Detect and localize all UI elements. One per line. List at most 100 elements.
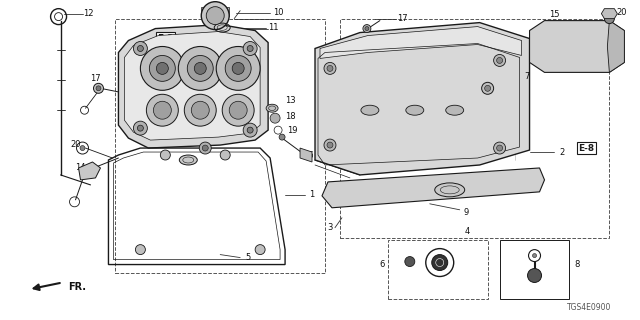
Text: 2: 2 xyxy=(560,148,565,156)
Circle shape xyxy=(202,145,208,151)
Text: 17: 17 xyxy=(397,14,408,23)
Circle shape xyxy=(527,268,541,283)
Text: 9: 9 xyxy=(463,208,468,217)
Polygon shape xyxy=(300,148,312,162)
Circle shape xyxy=(195,62,206,74)
Polygon shape xyxy=(322,168,545,208)
Ellipse shape xyxy=(406,105,424,115)
Circle shape xyxy=(405,257,415,267)
Polygon shape xyxy=(315,23,529,175)
Text: 12: 12 xyxy=(83,9,93,18)
Text: 19: 19 xyxy=(287,126,298,135)
Circle shape xyxy=(199,142,211,154)
Polygon shape xyxy=(118,25,268,148)
Text: 20: 20 xyxy=(70,140,81,148)
Circle shape xyxy=(484,85,491,91)
Circle shape xyxy=(133,42,147,55)
Text: 7: 7 xyxy=(250,129,255,138)
Circle shape xyxy=(201,2,229,29)
Circle shape xyxy=(229,101,247,119)
Circle shape xyxy=(147,94,179,126)
Ellipse shape xyxy=(361,105,379,115)
Text: 17: 17 xyxy=(90,74,101,83)
Text: E-8: E-8 xyxy=(579,144,595,153)
Ellipse shape xyxy=(445,105,464,115)
Bar xyxy=(115,19,325,273)
Circle shape xyxy=(220,150,230,160)
Circle shape xyxy=(138,125,143,131)
Circle shape xyxy=(365,27,369,31)
Polygon shape xyxy=(79,162,100,180)
Polygon shape xyxy=(320,27,522,59)
Circle shape xyxy=(482,82,493,94)
Circle shape xyxy=(497,145,502,151)
Polygon shape xyxy=(201,7,229,16)
Polygon shape xyxy=(602,9,618,19)
Text: 15: 15 xyxy=(549,10,560,19)
Text: 14: 14 xyxy=(76,164,86,172)
Circle shape xyxy=(243,123,257,137)
Ellipse shape xyxy=(435,183,465,197)
Text: 10: 10 xyxy=(273,8,284,17)
Circle shape xyxy=(493,142,506,154)
Circle shape xyxy=(270,113,280,123)
Circle shape xyxy=(324,62,336,74)
Circle shape xyxy=(133,121,147,135)
Bar xyxy=(340,19,609,238)
Circle shape xyxy=(493,54,506,67)
Text: 11: 11 xyxy=(268,23,278,32)
Circle shape xyxy=(188,55,213,81)
Circle shape xyxy=(184,94,216,126)
Text: 18: 18 xyxy=(285,112,296,121)
Text: 20: 20 xyxy=(616,8,627,17)
Ellipse shape xyxy=(179,155,197,165)
Circle shape xyxy=(149,55,175,81)
Ellipse shape xyxy=(266,104,278,112)
Circle shape xyxy=(93,83,104,93)
Text: FR.: FR. xyxy=(68,283,86,292)
Circle shape xyxy=(136,244,145,255)
Circle shape xyxy=(255,244,265,255)
Text: 5: 5 xyxy=(246,253,251,262)
Text: E-8: E-8 xyxy=(157,34,173,43)
Text: 3: 3 xyxy=(327,223,333,232)
Polygon shape xyxy=(607,20,625,72)
Circle shape xyxy=(191,101,209,119)
Circle shape xyxy=(140,46,184,90)
Circle shape xyxy=(156,62,168,74)
Text: 6: 6 xyxy=(379,260,385,269)
Text: 7: 7 xyxy=(524,72,529,81)
Circle shape xyxy=(432,255,448,270)
Circle shape xyxy=(497,58,502,63)
Circle shape xyxy=(96,86,101,91)
Circle shape xyxy=(154,101,172,119)
Circle shape xyxy=(222,94,254,126)
Circle shape xyxy=(247,127,253,133)
Text: 4: 4 xyxy=(465,227,470,236)
Text: TGS4E0900: TGS4E0900 xyxy=(567,303,611,312)
Text: 13: 13 xyxy=(285,96,296,105)
Bar xyxy=(500,240,570,300)
Circle shape xyxy=(532,253,536,258)
Circle shape xyxy=(232,62,244,74)
Circle shape xyxy=(279,134,285,140)
Circle shape xyxy=(604,14,614,24)
Circle shape xyxy=(80,146,85,150)
Polygon shape xyxy=(124,32,260,140)
Circle shape xyxy=(206,7,224,25)
Circle shape xyxy=(225,55,251,81)
Circle shape xyxy=(327,142,333,148)
Circle shape xyxy=(243,42,257,55)
Bar xyxy=(388,240,488,300)
Polygon shape xyxy=(529,20,625,72)
Text: 8: 8 xyxy=(575,260,580,269)
Circle shape xyxy=(179,46,222,90)
Circle shape xyxy=(363,25,371,33)
Text: 16: 16 xyxy=(303,150,314,160)
Circle shape xyxy=(161,150,170,160)
Circle shape xyxy=(138,45,143,52)
Circle shape xyxy=(327,65,333,71)
Circle shape xyxy=(216,46,260,90)
Text: 1: 1 xyxy=(309,190,315,199)
Circle shape xyxy=(324,139,336,151)
